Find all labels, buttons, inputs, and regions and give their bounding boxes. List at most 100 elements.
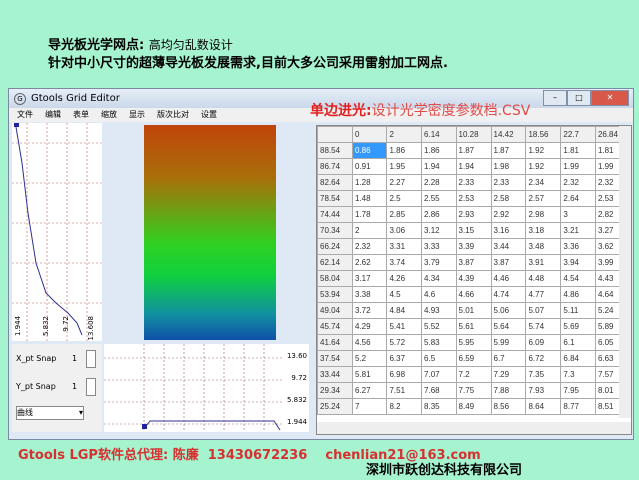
table-cell[interactable]: 4.77	[525, 286, 562, 303]
table-cell[interactable]: 1.94	[421, 158, 457, 175]
column-header[interactable]: 6.14	[421, 126, 457, 143]
table-cell[interactable]: 2.33	[490, 174, 527, 191]
table-cell[interactable]: 7.93	[525, 382, 562, 399]
table-cell[interactable]: 3.31	[386, 238, 423, 255]
horizontal-scrollbar[interactable]	[317, 422, 631, 434]
table-cell[interactable]: 3.38	[351, 286, 388, 303]
table-cell[interactable]: 1.86	[386, 142, 423, 159]
table-cell[interactable]: 3.15	[455, 222, 492, 239]
table-cell[interactable]: 3.21	[560, 222, 596, 239]
table-cell[interactable]: 6.37	[386, 350, 423, 367]
column-header[interactable]: 14.42	[490, 126, 527, 143]
table-cell[interactable]: 6.09	[525, 334, 562, 351]
column-header[interactable]: 0	[351, 126, 388, 143]
table-cell[interactable]: 2.32	[351, 238, 388, 255]
table-cell[interactable]: 1.78	[351, 206, 388, 223]
vertical-scrollbar[interactable]	[619, 126, 631, 418]
table-cell[interactable]: 2.98	[525, 206, 562, 223]
table-cell[interactable]: 1.95	[386, 158, 423, 175]
table-cell[interactable]: 3.72	[351, 302, 388, 319]
table-cell[interactable]: 5.41	[386, 318, 423, 335]
table-cell[interactable]: 2.32	[560, 174, 596, 191]
table-cell[interactable]: 2.55	[421, 190, 457, 207]
table-cell[interactable]: 6.5	[421, 350, 457, 367]
table-cell[interactable]: 8.56	[490, 398, 527, 415]
table-cell[interactable]: 7	[351, 398, 388, 415]
table-cell[interactable]: 4.74	[490, 286, 527, 303]
maximize-button[interactable]: □	[567, 90, 591, 106]
row-header[interactable]: 66.24	[317, 238, 353, 255]
table-cell[interactable]: 2.64	[560, 190, 596, 207]
minimize-button[interactable]: –	[543, 90, 567, 106]
table-cell[interactable]: 7.07	[421, 366, 457, 383]
table-cell[interactable]: 2.85	[386, 206, 423, 223]
table-cell[interactable]: 3.16	[490, 222, 527, 239]
menu-view[interactable]: 显示	[129, 110, 145, 119]
row-header[interactable]: 58.04	[317, 270, 353, 287]
table-cell[interactable]: 7.3	[560, 366, 596, 383]
table-cell[interactable]: 3.74	[386, 254, 423, 271]
table-cell[interactable]: 7.29	[490, 366, 527, 383]
table-cell[interactable]: 3.12	[421, 222, 457, 239]
mode-select[interactable]: 曲线 ▾	[16, 406, 84, 420]
y-snap-spinner[interactable]	[86, 378, 96, 396]
table-cell[interactable]: 3	[560, 206, 596, 223]
row-header[interactable]: 70.34	[317, 222, 353, 239]
menu-zoom[interactable]: 缩放	[101, 110, 117, 119]
row-header[interactable]: 45.74	[317, 318, 353, 335]
table-cell[interactable]: 3.91	[525, 254, 562, 271]
table-cell[interactable]: 1.94	[455, 158, 492, 175]
table-cell[interactable]: 5.81	[351, 366, 388, 383]
table-cell[interactable]: 1.28	[351, 174, 388, 191]
table-cell[interactable]: 2.86	[421, 206, 457, 223]
table-cell[interactable]: 4.84	[386, 302, 423, 319]
table-cell[interactable]: 0.91	[351, 158, 388, 175]
table-cell[interactable]: 2.28	[421, 174, 457, 191]
row-header[interactable]: 29.34	[317, 382, 353, 399]
table-cell[interactable]: 3.18	[525, 222, 562, 239]
table-cell[interactable]: 6.72	[525, 350, 562, 367]
menu-compare[interactable]: 版次比对	[157, 110, 189, 119]
row-header[interactable]: 25.24	[317, 398, 353, 415]
table-cell[interactable]: 3.94	[560, 254, 596, 271]
table-cell[interactable]: 1.48	[351, 190, 388, 207]
table-cell[interactable]: 4.26	[386, 270, 423, 287]
row-header[interactable]: 78.54	[317, 190, 353, 207]
table-cell[interactable]: 7.2	[455, 366, 492, 383]
table-cell[interactable]: 3.87	[455, 254, 492, 271]
table-cell[interactable]: 5.2	[351, 350, 388, 367]
table-cell[interactable]: 1.87	[490, 142, 527, 159]
column-header[interactable]: 2	[386, 126, 423, 143]
row-header[interactable]: 62.14	[317, 254, 353, 271]
table-cell[interactable]: 5.99	[490, 334, 527, 351]
table-cell[interactable]: 2.5	[386, 190, 423, 207]
table-cell[interactable]: 1.86	[421, 142, 457, 159]
table-cell[interactable]: 7.35	[525, 366, 562, 383]
table-cell[interactable]: 5.83	[421, 334, 457, 351]
table-cell[interactable]: 6.84	[560, 350, 596, 367]
table-cell[interactable]: 2.53	[455, 190, 492, 207]
table-cell[interactable]: 2	[351, 222, 388, 239]
table-cell[interactable]: 1.92	[525, 158, 562, 175]
table-cell[interactable]: 3.48	[525, 238, 562, 255]
table-cell[interactable]: 7.75	[455, 382, 492, 399]
table-cell[interactable]: 1.92	[525, 142, 562, 159]
table-cell[interactable]: 4.39	[455, 270, 492, 287]
table-cell[interactable]: 2.33	[455, 174, 492, 191]
table-cell[interactable]: 8.35	[421, 398, 457, 415]
row-header[interactable]: 49.04	[317, 302, 353, 319]
table-cell[interactable]: 1.99	[560, 158, 596, 175]
table-cell[interactable]: 1.81	[560, 142, 596, 159]
table-cell[interactable]: 2.93	[455, 206, 492, 223]
row-header[interactable]: 86.74	[317, 158, 353, 175]
table-cell[interactable]: 1.98	[490, 158, 527, 175]
bottom-chart[interactable]: 13.60 9.72 5.832 1.944	[104, 344, 309, 432]
table-cell[interactable]: 3.44	[490, 238, 527, 255]
table-cell[interactable]: 2.57	[525, 190, 562, 207]
y-snap-value[interactable]: 1	[72, 382, 78, 391]
table-cell[interactable]: 2.92	[490, 206, 527, 223]
table-cell[interactable]: 1.87	[455, 142, 492, 159]
table-cell[interactable]: 0.86	[351, 142, 388, 159]
row-header[interactable]: 53.94	[317, 286, 353, 303]
table-cell[interactable]: 6.59	[455, 350, 492, 367]
